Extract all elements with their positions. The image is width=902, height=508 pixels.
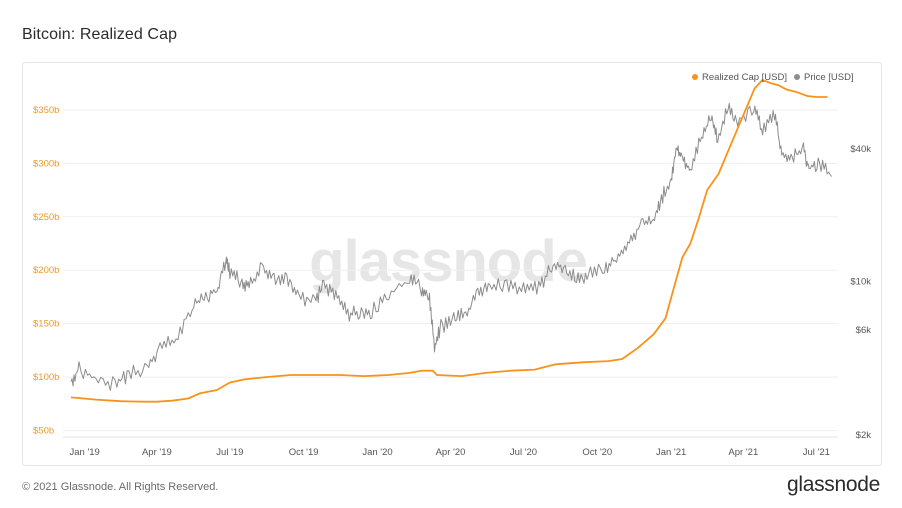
x-tick-label: Apr '20	[436, 447, 466, 458]
y-right-tick-label: $10k	[850, 276, 871, 287]
series-group	[70, 79, 832, 403]
x-tick-label: Jul '19	[216, 447, 243, 458]
x-tick-label: Apr '19	[142, 447, 172, 458]
y-right-tick-label: $2k	[856, 430, 872, 441]
y-left-tick-label: $350b	[33, 105, 59, 116]
legend-item-realized-cap[interactable]: Realized Cap [USD]	[702, 72, 787, 83]
watermark: glassnode	[309, 229, 587, 294]
legend-item-price[interactable]: Price [USD]	[804, 72, 854, 83]
brand-logo[interactable]: glassnode	[786, 473, 880, 496]
x-tick-label: Jan '19	[69, 447, 99, 458]
legend-marker	[794, 74, 800, 80]
x-tick-label: Jul '20	[510, 447, 537, 458]
legend[interactable]: Realized Cap [USD] Price [USD]	[692, 72, 854, 83]
y-axis-left: $50b $100b $150b $200b $250b $300b $350b	[33, 105, 59, 437]
x-tick-label: Oct '20	[582, 447, 612, 458]
copyright-text: © 2021 Glassnode. All Rights Reserved.	[22, 481, 219, 493]
y-right-tick-label: $40k	[850, 144, 871, 155]
series-line-realized-cap	[70, 79, 828, 403]
x-tick-label: Jul '21	[803, 447, 830, 458]
series-line-price	[70, 102, 832, 391]
y-axis-right: $2k $6k $10k $40k	[850, 144, 871, 441]
y-left-tick-label: $50b	[33, 426, 54, 437]
y-right-tick-label: $6k	[856, 325, 872, 336]
chart-panel: glassnode $50b $100b $150b $200b $250b $300b $…	[22, 62, 882, 466]
y-left-tick-label: $200b	[33, 265, 59, 276]
x-tick-label: Jan '20	[362, 447, 392, 458]
y-left-tick-label: $300b	[33, 158, 59, 169]
y-left-tick-label: $250b	[33, 212, 59, 223]
legend-marker	[692, 74, 698, 80]
x-tick-label: Apr '21	[728, 447, 758, 458]
x-tick-label: Oct '19	[289, 447, 319, 458]
y-left-tick-label: $100b	[33, 372, 59, 383]
chart-svg: glassnode $50b$100b$150b$200b$250b$300b$…	[33, 72, 871, 458]
x-axis: Jan '19 Apr '19 Jul '19 Oct '19 Jan '20 Apr '…	[63, 436, 838, 458]
grid-lines	[63, 109, 838, 432]
x-tick-label: Jan '21	[656, 447, 686, 458]
y-left-tick-label: $150b	[33, 319, 59, 330]
chart-title: Bitcoin: Realized Cap	[22, 26, 178, 43]
